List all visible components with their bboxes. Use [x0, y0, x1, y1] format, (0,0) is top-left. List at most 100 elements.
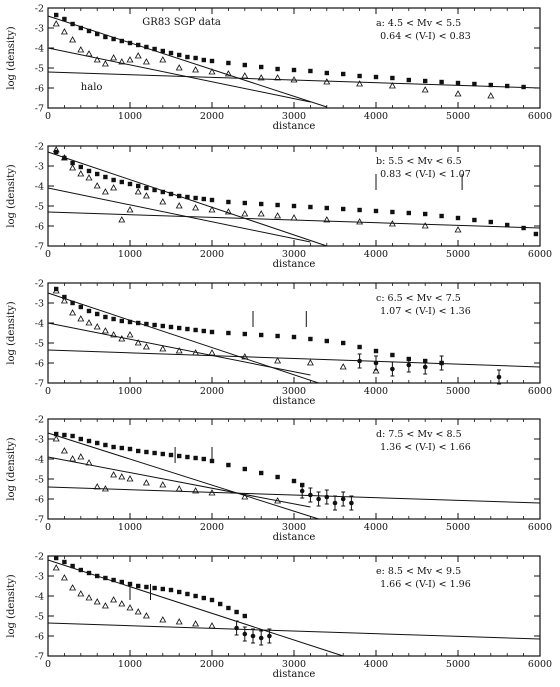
data-point-square: [505, 83, 510, 89]
y-tick-label: -2: [35, 279, 44, 290]
x-tick-label: 3000: [282, 111, 306, 122]
data-point-square: [160, 323, 165, 329]
data-point-square: [119, 445, 124, 451]
data-point-square: [95, 440, 100, 446]
x-tick-label: 3000: [282, 249, 306, 260]
data-point-triangle: [93, 483, 101, 490]
data-point-square: [193, 55, 198, 61]
y-tick-label: -7: [35, 242, 44, 253]
data-point-square: [390, 75, 395, 81]
data-point-square: [234, 609, 239, 615]
x-tick-label: 2000: [200, 522, 224, 533]
data-point-square: [78, 436, 83, 442]
data-point-triangle: [159, 345, 167, 352]
y-tick-label: -5: [35, 64, 44, 75]
data-point-triangle: [93, 598, 101, 605]
data-point-square: [439, 213, 444, 219]
data-point-triangle: [60, 154, 68, 161]
data-point-triangle: [159, 198, 167, 205]
y-tick-label: -2: [35, 4, 44, 15]
data-point-square: [111, 444, 116, 450]
data-point-square: [291, 334, 297, 340]
data-point-square: [127, 40, 133, 46]
data-point-triangle: [77, 170, 85, 177]
data-point-square: [95, 573, 100, 579]
y-tick-label: -6: [35, 632, 44, 643]
data-point-triangle: [388, 82, 396, 89]
data-point-errorbar: [234, 625, 239, 631]
data-point-triangle: [69, 164, 77, 171]
x-tick-label: 4000: [364, 249, 388, 260]
data-point-triangle: [60, 574, 68, 581]
data-point-square: [226, 605, 231, 611]
fit-line-halo: [47, 486, 541, 504]
data-point-triangle: [52, 435, 60, 442]
data-point-triangle: [208, 349, 216, 356]
data-point-errorbar: [422, 364, 428, 370]
y-tick-label: -3: [35, 24, 44, 35]
data-point-triangle: [101, 602, 109, 609]
data-point-square: [472, 217, 477, 223]
x-tick-label: 1000: [118, 522, 142, 533]
y-axis-label: log (density): [6, 164, 17, 227]
data-point-square: [193, 327, 198, 333]
data-point-triangle: [142, 343, 150, 350]
panel-annotation-color: 0.83 < (V-I) < 1.07: [380, 169, 471, 180]
data-point-square: [505, 222, 510, 228]
data-point-triangle: [93, 323, 101, 330]
data-point-square: [160, 48, 165, 54]
data-point-square: [86, 168, 92, 174]
data-point-square: [185, 54, 190, 60]
data-point-square: [144, 185, 149, 191]
x-tick-label: 4000: [364, 522, 388, 533]
data-point-triangle: [421, 222, 429, 229]
panel-annotation-color: 0.64 < (V-I) < 0.83: [380, 31, 471, 42]
data-point-square: [185, 326, 190, 332]
panel-annotation-color: 1.66 < (V-I) < 1.96: [380, 579, 471, 590]
y-tick-label: -3: [35, 572, 44, 583]
data-point-triangle: [52, 564, 60, 571]
data-point-triangle: [224, 208, 232, 215]
data-point-square: [160, 189, 165, 195]
data-point-square: [209, 329, 215, 335]
data-point-square: [406, 210, 411, 216]
data-point-square: [111, 177, 116, 183]
data-point-triangle: [274, 357, 282, 364]
data-point-triangle: [85, 50, 93, 57]
x-tick-label: 4000: [364, 659, 388, 670]
panel-annotation-bin: c: 6.5 < Mv < 7.5: [376, 293, 461, 304]
data-point-square: [70, 160, 75, 166]
data-point-square: [341, 71, 346, 77]
x-tick-label: 1000: [118, 659, 142, 670]
data-point-triangle: [101, 485, 109, 492]
x-tick-label: 3000: [282, 386, 306, 397]
y-tick-label: -7: [35, 379, 44, 390]
data-point-triangle: [77, 453, 85, 460]
data-point-errorbar: [250, 633, 256, 639]
data-point-triangle: [323, 216, 331, 223]
x-tick-label: 0: [45, 522, 51, 533]
data-point-square: [439, 79, 444, 85]
data-point-square: [70, 433, 75, 439]
data-point-square: [111, 316, 116, 322]
data-point-triangle: [134, 52, 142, 59]
x-axis-label: distance: [273, 669, 316, 680]
data-point-square: [455, 80, 461, 86]
data-point-square: [70, 21, 75, 27]
data-point-square: [390, 209, 395, 215]
data-point-square: [152, 450, 157, 456]
data-point-square: [177, 52, 182, 58]
data-point-triangle: [52, 287, 60, 294]
data-point-square: [218, 601, 223, 607]
data-point-square: [54, 12, 59, 18]
data-point-square: [70, 563, 75, 569]
y-tick-label: -7: [35, 515, 44, 526]
data-point-square: [168, 191, 174, 197]
data-point-errorbar: [308, 492, 313, 498]
data-point-square: [103, 34, 108, 40]
data-point-triangle: [126, 56, 134, 63]
data-point-square: [127, 446, 133, 452]
data-point-square: [324, 70, 329, 76]
data-point-square: [168, 50, 174, 56]
data-point-square: [103, 575, 108, 581]
